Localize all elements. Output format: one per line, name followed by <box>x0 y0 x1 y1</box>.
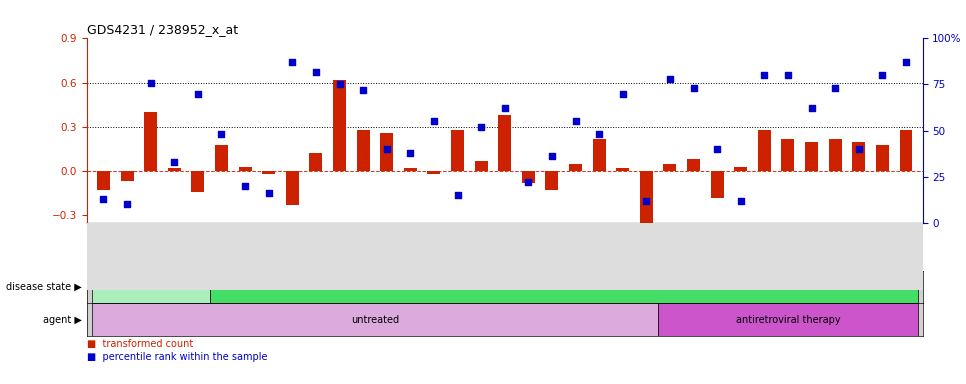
Point <box>473 124 489 130</box>
Point <box>781 72 796 78</box>
Point <box>261 190 276 196</box>
Bar <box>474 161 488 171</box>
Point <box>120 201 135 207</box>
Point <box>426 118 441 124</box>
Bar <box>734 167 748 171</box>
Point <box>591 131 607 137</box>
Point <box>639 197 654 204</box>
Bar <box>92 271 210 303</box>
Point <box>756 72 772 78</box>
Bar <box>852 142 866 171</box>
Point <box>544 153 559 159</box>
Text: ■  transformed count: ■ transformed count <box>87 339 193 349</box>
Point <box>615 91 631 97</box>
Bar <box>781 139 794 171</box>
Point <box>521 179 536 185</box>
Bar <box>569 164 582 171</box>
Bar <box>829 139 841 171</box>
Point <box>166 159 182 165</box>
Text: untreated: untreated <box>351 314 399 325</box>
Text: antiretroviral therapy: antiretroviral therapy <box>736 314 840 325</box>
Bar <box>616 168 629 171</box>
Point <box>804 105 819 111</box>
Text: disease state ▶: disease state ▶ <box>7 282 82 292</box>
Bar <box>333 80 346 171</box>
Bar <box>546 171 558 190</box>
Bar <box>191 171 205 192</box>
Point <box>663 76 678 82</box>
Point <box>308 68 324 74</box>
Point <box>379 146 394 152</box>
Bar <box>899 130 913 171</box>
Bar <box>404 168 416 171</box>
Bar <box>658 303 918 336</box>
Point <box>568 118 583 124</box>
Point <box>898 59 914 65</box>
Bar <box>758 130 771 171</box>
Point <box>497 105 513 111</box>
Text: uninfected control: uninfected control <box>106 282 195 292</box>
Bar <box>309 154 323 171</box>
Point <box>285 59 300 65</box>
Point <box>828 85 843 91</box>
Text: HIV1-HAND: HIV1-HAND <box>536 282 591 292</box>
Bar <box>239 167 251 171</box>
Point <box>331 81 347 88</box>
Text: agent ▶: agent ▶ <box>43 314 82 325</box>
Bar <box>121 171 133 181</box>
Bar <box>805 142 818 171</box>
Bar <box>451 130 464 171</box>
Point <box>709 146 724 152</box>
Text: GDS4231 / 238952_x_at: GDS4231 / 238952_x_at <box>87 23 238 36</box>
Point <box>190 91 206 97</box>
Bar <box>286 171 298 205</box>
Point <box>686 85 701 91</box>
Point <box>733 197 749 204</box>
Point <box>143 79 158 86</box>
Point <box>403 150 418 156</box>
Bar <box>97 171 110 190</box>
Point <box>238 183 253 189</box>
Bar <box>92 303 658 336</box>
Bar <box>144 112 157 171</box>
Point <box>851 146 867 152</box>
Bar <box>381 133 393 171</box>
Bar <box>522 171 535 183</box>
Bar <box>168 168 181 171</box>
Text: ■  percentile rank within the sample: ■ percentile rank within the sample <box>87 352 268 362</box>
Point <box>450 192 466 198</box>
Bar <box>593 139 606 171</box>
Bar <box>427 171 440 174</box>
Point <box>96 196 111 202</box>
Bar <box>215 144 228 171</box>
Point <box>874 72 890 78</box>
Bar <box>639 171 653 224</box>
Bar <box>711 171 724 198</box>
Bar <box>210 271 918 303</box>
Bar <box>664 164 676 171</box>
Point <box>213 131 229 137</box>
Point <box>355 87 371 93</box>
Bar <box>687 159 700 171</box>
Bar <box>356 130 370 171</box>
Bar <box>262 171 275 174</box>
Bar <box>876 144 889 171</box>
Bar <box>498 115 511 171</box>
